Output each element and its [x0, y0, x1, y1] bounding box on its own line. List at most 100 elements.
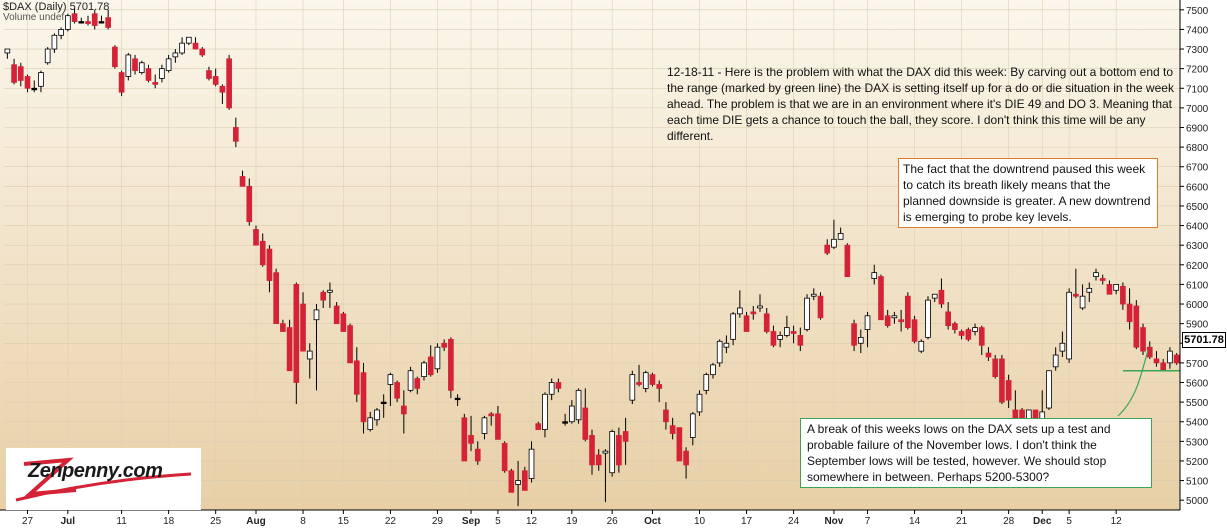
candle-body [770, 331, 777, 346]
candle-body [609, 431, 615, 474]
candle-body [253, 229, 259, 246]
candle [810, 288, 817, 301]
candle-body [938, 289, 945, 305]
candle [528, 441, 535, 483]
candle [340, 311, 347, 332]
candle-body [535, 423, 542, 430]
candle-body [273, 272, 279, 325]
candle [1073, 268, 1079, 299]
candle [219, 84, 226, 104]
candle-body [441, 342, 447, 348]
candle-body [152, 81, 159, 85]
x-tick-label: 5 [1066, 516, 1072, 527]
y-tick-label: 6800 [1186, 143, 1209, 154]
candle [602, 449, 609, 503]
candle-body [1133, 305, 1140, 348]
candle [401, 390, 407, 434]
candle-body [810, 293, 817, 297]
candle-body [784, 327, 790, 336]
candle [844, 243, 851, 277]
candle-body [65, 15, 71, 30]
candle [743, 311, 750, 332]
candle [804, 294, 810, 332]
y-tick-label: 6500 [1186, 202, 1209, 213]
candle-body [179, 42, 185, 54]
candle-body [105, 17, 111, 28]
candle [696, 390, 703, 416]
candle-body [844, 244, 851, 277]
candle-body [797, 335, 804, 346]
candle [172, 49, 179, 63]
y-tick-label: 7400 [1186, 25, 1209, 36]
x-tick-label: 14 [909, 516, 921, 527]
candle-body [1167, 350, 1173, 364]
candle [71, 7, 78, 24]
candle-body [226, 58, 232, 109]
candle-body [757, 305, 763, 309]
y-tick-label: 7100 [1186, 84, 1209, 95]
candle-body [1120, 285, 1126, 305]
candle [481, 415, 488, 440]
candle [535, 421, 542, 430]
candle-body [1099, 278, 1106, 281]
candle [165, 54, 172, 73]
candle-body [333, 305, 340, 325]
candle-body [763, 313, 770, 332]
candle [911, 315, 918, 344]
candle [1099, 274, 1106, 285]
y-tick-label: 6300 [1186, 241, 1209, 252]
candle-body [212, 76, 219, 85]
candle-body [219, 85, 226, 93]
candle [837, 227, 844, 240]
x-tick-label: 12 [526, 516, 538, 527]
x-tick-label: Aug [246, 516, 265, 527]
candle [582, 388, 589, 442]
candle-body [44, 48, 51, 64]
candle-body [1106, 284, 1113, 295]
candle [972, 323, 978, 336]
candle [441, 339, 447, 352]
candle-body [11, 64, 17, 83]
candle [266, 245, 273, 293]
candle-body [58, 29, 64, 36]
candle [649, 372, 656, 387]
candle [985, 347, 992, 361]
candle [239, 170, 246, 187]
candle-body [495, 413, 501, 440]
candle [508, 468, 515, 493]
x-tick-label: 5 [495, 516, 501, 527]
candle [233, 117, 239, 148]
candle-body [85, 21, 91, 24]
candle-body [629, 374, 636, 401]
candle [367, 411, 374, 432]
candle [616, 427, 622, 473]
candle-body [206, 70, 212, 79]
y-tick-label: 5400 [1186, 418, 1209, 429]
candle-body [965, 329, 972, 340]
candle-body [138, 62, 145, 73]
candle [898, 309, 904, 332]
candle [212, 68, 219, 87]
candle-body [569, 405, 575, 423]
candle [421, 360, 427, 381]
volume-label-row: Volume undef [3, 12, 64, 23]
candle-body [683, 450, 689, 466]
candle-body [905, 295, 911, 328]
candle [347, 323, 353, 364]
candle-body [730, 313, 736, 340]
candle [663, 402, 669, 430]
candle-body [192, 42, 199, 50]
x-tick-label: 7 [865, 516, 871, 527]
candle [360, 362, 367, 434]
x-tick-label: 26 [607, 516, 619, 527]
x-tick-label: 17 [741, 516, 753, 527]
candle [179, 37, 185, 55]
candle [1113, 284, 1119, 295]
green-box-connector [1117, 349, 1149, 417]
candle-body [542, 393, 548, 430]
candle-body [165, 58, 172, 72]
main-commentary: 12-18-11 - Here is the problem with what… [667, 65, 1174, 143]
candle-body [898, 319, 904, 323]
candle-body [1066, 291, 1072, 360]
